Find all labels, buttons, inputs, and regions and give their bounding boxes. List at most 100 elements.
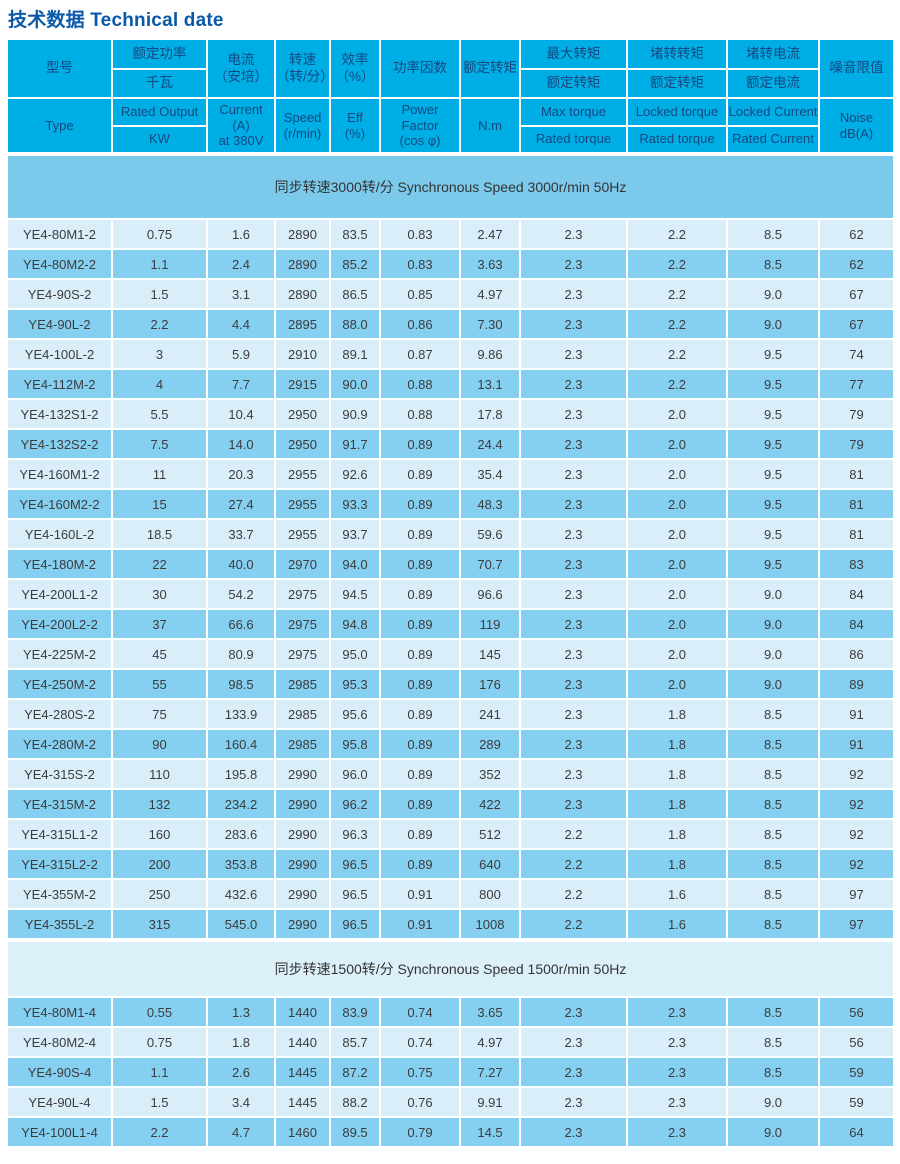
value-cell: 96.5 (331, 910, 379, 938)
value-cell: 95.0 (331, 640, 379, 668)
header-line: Speed (283, 109, 322, 125)
value-cell: 94.5 (331, 580, 379, 608)
value-cell: 2.2 (628, 310, 726, 338)
value-cell: 7.7 (208, 370, 274, 398)
value-cell: 250 (113, 880, 206, 908)
table-row-YE4-160M1-2: YE4-160M1-2 11 20.3 2955 92.6 0.89 35.4 2.3 2.0 9… (8, 460, 893, 488)
value-cell: 11 (113, 460, 206, 488)
value-cell: 90.0 (331, 370, 379, 398)
model-cell: YE4-132S2-2 (8, 430, 111, 458)
value-cell: 2970 (276, 550, 329, 578)
header-cell-zh-6: 额定转矩 (461, 40, 519, 97)
value-cell: 2.0 (628, 580, 726, 608)
value-cell: 1.6 (208, 220, 274, 248)
header-cell-zh-2: 电流 （安培） (208, 40, 274, 97)
value-cell: 0.89 (381, 820, 459, 848)
value-cell: 0.89 (381, 550, 459, 578)
value-cell: 88.0 (331, 310, 379, 338)
value-cell: 2.2 (628, 340, 726, 368)
model-cell: YE4-280M-2 (8, 730, 111, 758)
value-cell: 0.89 (381, 520, 459, 548)
section-band-1: 同步转速1500转/分 Synchronous Speed 1500r/min … (8, 942, 893, 996)
header-stack-denominator: 额定转矩 (546, 75, 601, 91)
value-cell: 97 (820, 880, 893, 908)
value-cell: 0.75 (381, 1058, 459, 1086)
value-cell: 2975 (276, 610, 329, 638)
value-cell: 200 (113, 850, 206, 878)
value-cell: 2.3 (521, 790, 626, 818)
table-row-YE4-355M-2: YE4-355M-2 250 432.6 2990 96.5 0.91 800 2.2 1.6 8… (8, 880, 893, 908)
value-cell: 35.4 (461, 460, 519, 488)
value-cell: 66.6 (208, 610, 274, 638)
model-cell: YE4-250M-2 (8, 670, 111, 698)
value-cell: 2.3 (521, 400, 626, 428)
value-cell: 96.0 (331, 760, 379, 788)
value-cell: 0.89 (381, 610, 459, 638)
value-cell: 2.2 (521, 850, 626, 878)
table-row-YE4-132S1-2: YE4-132S1-2 5.5 10.4 2950 90.9 0.88 17.8 2.3 2.0… (8, 400, 893, 428)
header-cell-zh-3: 转速 （转/分） (276, 40, 334, 97)
value-cell: 74 (820, 340, 893, 368)
value-cell: 0.83 (381, 220, 459, 248)
value-cell: 56 (820, 1028, 893, 1056)
value-cell: 0.83 (381, 250, 459, 278)
value-cell: 1.8 (628, 760, 726, 788)
value-cell: 9.5 (728, 490, 818, 518)
value-cell: 1.1 (113, 250, 206, 278)
value-cell: 80.9 (208, 640, 274, 668)
value-cell: 93.7 (331, 520, 379, 548)
value-cell: 22 (113, 550, 206, 578)
value-cell: 8.5 (728, 220, 818, 248)
header-line: (cos φ) (399, 133, 441, 149)
value-cell: 1440 (276, 1028, 329, 1056)
value-cell: 145 (461, 640, 519, 668)
value-cell: 195.8 (208, 760, 274, 788)
value-cell: 96.6 (461, 580, 519, 608)
value-cell: 91 (820, 730, 893, 758)
header-cell-en-9: Locked Current Rated Current (728, 99, 818, 152)
value-cell: 2.3 (628, 1118, 726, 1146)
value-cell: 2.2 (521, 910, 626, 938)
value-cell: 132 (113, 790, 206, 818)
header-stack-denominator: 额定电流 (746, 75, 800, 91)
header-stack-numerator: 堵转转矩 (628, 40, 726, 70)
value-cell: 2975 (276, 580, 329, 608)
model-cell: YE4-90L-2 (8, 310, 111, 338)
table-row-YE4-100L-2: YE4-100L-2 3 5.9 2910 89.1 0.87 9.86 2.3 2.2 9.5 7… (8, 340, 893, 368)
value-cell: 176 (461, 670, 519, 698)
value-cell: 2990 (276, 820, 329, 848)
header-line: (A) (232, 117, 250, 133)
header-line: 额定转矩 (463, 60, 517, 76)
value-cell: 9.5 (728, 520, 818, 548)
value-cell: 4.97 (461, 1028, 519, 1056)
value-cell: 2950 (276, 430, 329, 458)
value-cell: 0.89 (381, 670, 459, 698)
value-cell: 1.6 (628, 910, 726, 938)
value-cell: 1.8 (628, 820, 726, 848)
page-title: 技术数据 Technical date (8, 10, 224, 31)
value-cell: 2.6 (208, 1058, 274, 1086)
table-row-YE4-80M2-2: YE4-80M2-2 1.1 2.4 2890 85.2 0.83 3.63 2.3 2.2 8.… (8, 250, 893, 278)
value-cell: 87.2 (331, 1058, 379, 1086)
value-cell: 94.0 (331, 550, 379, 578)
value-cell: 20.3 (208, 460, 274, 488)
value-cell: 85.7 (331, 1028, 379, 1056)
value-cell: 18.5 (113, 520, 206, 548)
value-cell: 2.2 (113, 310, 206, 338)
motor-spec-table: 型号 额定功率 千瓦 电流 （安培） 转速 （转/分） 效率 （%） 功率因数 额定转矩 最大转矩 额定… (8, 40, 893, 1148)
value-cell: 2.3 (521, 520, 626, 548)
value-cell: 4.97 (461, 280, 519, 308)
value-cell: 92 (820, 790, 893, 818)
value-cell: 1.8 (628, 700, 726, 728)
value-cell: 2.0 (628, 400, 726, 428)
value-cell: 64 (820, 1118, 893, 1146)
value-cell: 289 (461, 730, 519, 758)
value-cell: 0.85 (381, 280, 459, 308)
model-cell: YE4-112M-2 (8, 370, 111, 398)
header-line: 功率因数 (393, 60, 447, 76)
header-stack-denominator: Rated torque (639, 131, 715, 147)
value-cell: 0.89 (381, 430, 459, 458)
value-cell: 1.8 (628, 850, 726, 878)
model-cell: YE4-355L-2 (8, 910, 111, 938)
